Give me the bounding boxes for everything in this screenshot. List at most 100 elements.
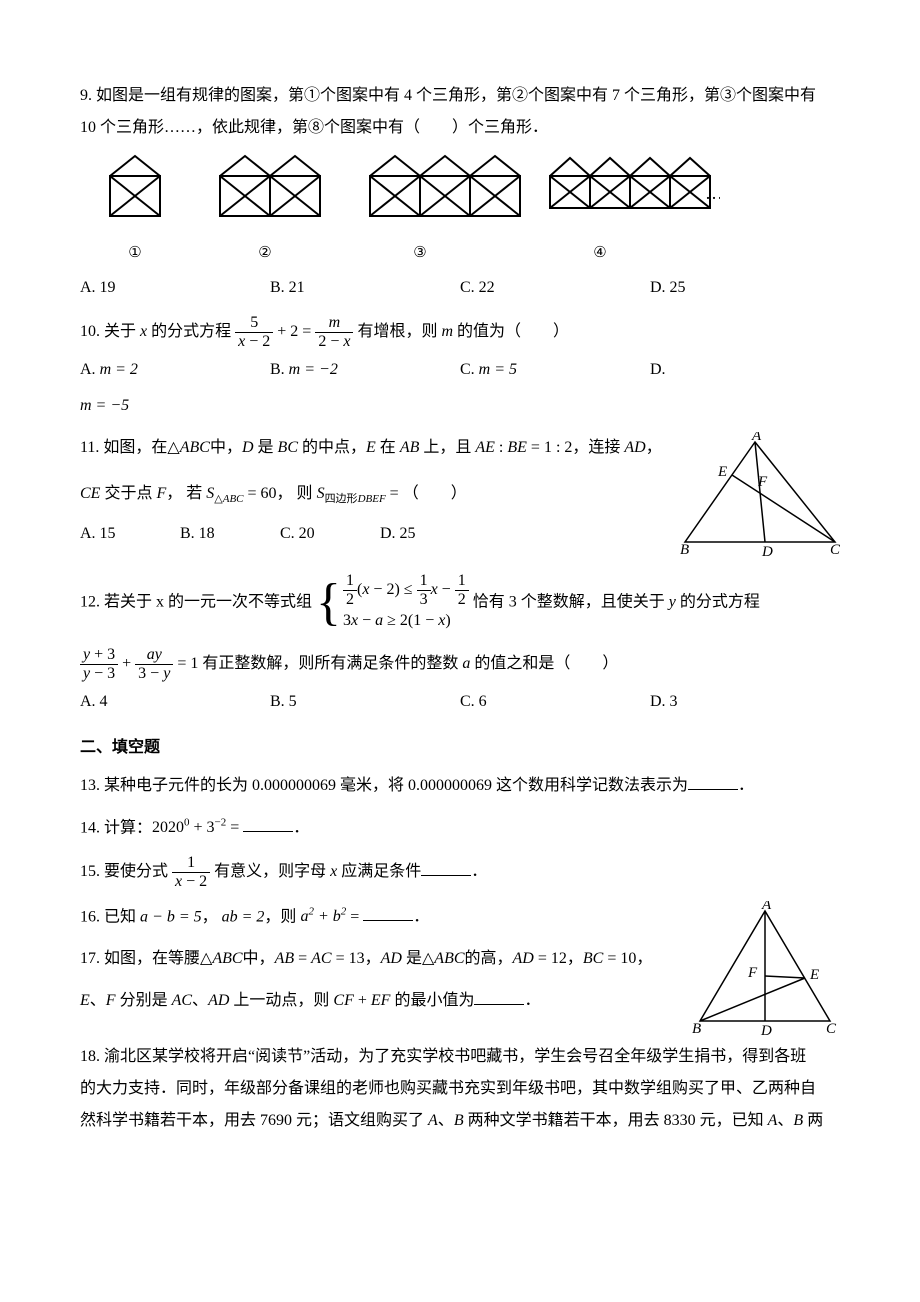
q11-figure: A B C D E F [680,432,840,562]
q11-options: A. 15 B. 18 C. 20 D. 25 [80,518,670,550]
q15-blank [421,859,471,876]
svg-text:C: C [830,542,840,558]
question-16: 16. 已知 a − b = 5， ab = 2，则 a2 + b2 = ． [80,901,680,933]
q10-opt-b: B. m = −2 [270,354,460,386]
q14-v2: + 3 [190,819,215,836]
q12-opt-a: A. 4 [80,686,270,718]
q10-c-lbl: C. [460,361,479,378]
q9-label-3: ③ [340,238,500,268]
q16-v2: ab = 2 [222,908,265,925]
svg-text:F: F [747,965,758,981]
q9-label-1: ① [80,238,190,268]
q11-t4: 的中点， [298,439,366,456]
section-2-heading: 二、填空题 [80,732,840,764]
q14-v3: = [226,819,243,836]
q11-t10: ， 若 [166,485,206,502]
q12-t1: 12. 若关于 x 的一元一次不等式组 [80,594,312,611]
q16-t3: ，则 [264,908,300,925]
q18-t3: 两种文学书籍若干本，用去 8330 元，已知 [464,1112,768,1129]
q12-t4: 的值之和是（ ） [470,655,618,672]
q11-t1: 11. 如图，在 [80,439,167,456]
q11-t2: 中， [210,439,242,456]
q15-t1: 15. 要使分式 [80,863,172,880]
question-18: 18. 渝北区某学校将开启“阅读节”活动，为了充实学校书吧藏书，学生会号召全年级… [80,1041,840,1137]
q14-t1: 14. 计算： [80,819,152,836]
q18-line3: 然科学书籍若干本，用去 7690 元；语文组购买了 A、B 两种文学书籍若干本，… [80,1105,840,1137]
q11-t3: 是 [254,439,278,456]
q17-t9: 分别是 [116,992,172,1009]
q14-v1: 2020 [152,819,184,836]
q16-v1: a − b = 5 [140,908,202,925]
svg-text:B: B [692,1021,701,1037]
svg-text:D: D [761,544,773,560]
q11-t12: （ ） [403,485,467,502]
q9-options: A. 19 B. 21 C. 22 D. 25 [80,272,840,304]
q12-opt-c: C. 6 [460,686,650,718]
q18-line1: 18. 渝北区某学校将开启“阅读节”活动，为了充实学校书吧藏书，学生会号召全年级… [80,1041,840,1073]
q11-t11: ， 则 [277,485,317,502]
q10-b-lbl: B. [270,361,289,378]
q13-text: 13. 某种电子元件的长为 0.000000069 毫米，将 0.0000000… [80,777,688,794]
q17-blank [474,988,524,1005]
q10-t2: 的分式方程 [147,323,235,340]
q9-figure-labels: ① ② ③ ④ [80,238,700,268]
q16-v4: + b [314,908,341,925]
q17-t11: 上一动点，则 [229,992,333,1009]
q15-t2: 有意义，则字母 [214,863,330,880]
q9-opt-a: A. 19 [80,272,270,304]
q11-t8: ， [646,439,662,456]
q10-t3: 有增根，则 [357,323,441,340]
q9-label-4: ④ [500,238,700,268]
q9-pattern-figure: … [80,144,720,234]
svg-text:E: E [809,967,819,983]
q17-line2: E、F 分别是 AC、AD 上一动点，则 CF + EF 的最小值为． [80,985,680,1017]
q16-t1: 16. 已知 [80,908,140,925]
q14-dot: ． [293,819,309,836]
q9-label-2: ② [190,238,340,268]
q17-t12: 的最小值为 [390,992,474,1009]
q9-opt-d: D. 25 [650,272,840,304]
q11-line2: CE 交于点 F， 若 S△ABC = 60， 则 S四边形DBEF = （ ） [80,478,670,510]
q10-a-lbl: A. [80,361,100,378]
q17-t6: ， [567,950,583,967]
q12-t2b: 的分式方程 [676,594,760,611]
q11-opt-a: A. 15 [80,518,180,550]
q9-opt-b: B. 21 [270,272,460,304]
q10-options: A. m = 2 B. m = −2 C. m = 5 D. [80,354,840,386]
q11-line1: 11. 如图，在△ABC中，D 是 BC 的中点，E 在 AB 上，且 AE :… [80,432,670,464]
q11-opt-d: D. 25 [380,518,670,550]
svg-text:D: D [760,1023,772,1039]
q17-t1: 17. 如图，在等腰 [80,950,200,967]
q10-c-val: m = 5 [479,361,517,378]
svg-text:…: … [705,183,720,203]
q10-opt-d: D. [650,354,840,386]
question-13: 13. 某种电子元件的长为 0.000000069 毫米，将 0.0000000… [80,770,840,802]
q17-line1: 17. 如图，在等腰△ABC中，AB = AC = 13，AD 是△ABC的高，… [80,943,680,975]
q18-t2: 、 [438,1112,454,1129]
question-10: 10. 关于 x 的分式方程 5x − 2 + 2 = m2 − x 有增根，则… [80,314,840,422]
q10-t4: 的值为（ ） [453,323,569,340]
q15-dot: ． [471,863,487,880]
svg-text:B: B [680,542,689,558]
question-14: 14. 计算：20200 + 3−2 = ． [80,812,840,844]
question-15: 15. 要使分式 1x − 2 有意义，则字母 x 应满足条件． [80,854,840,890]
q17-t5: 的高， [465,950,513,967]
q16-v5: = [346,908,363,925]
q10-opt-d-val: m = −5 [80,390,840,422]
q12-options: A. 4 B. 5 C. 6 D. 3 [80,686,840,718]
q10-opt-a: A. m = 2 [80,354,270,386]
q17-t7: ， [636,950,652,967]
q11-opt-b: B. 18 [180,518,280,550]
q16-t2: ， [202,908,222,925]
q17-figure: A B C D E F [690,901,840,1041]
q16-17-row: 16. 已知 a − b = 5， ab = 2，则 a2 + b2 = ． 1… [80,901,840,1041]
svg-text:C: C [826,1021,837,1037]
q9-stem-line2: 10 个三角形……，依此规律，第⑧个图案中有（ ）个三角形． [80,112,840,144]
q12-line2: y + 3y − 3 + ay3 − y = 1 有正整数解，则所有满足条件的整… [80,646,840,682]
q10-opt-c: C. m = 5 [460,354,650,386]
q14-blank [243,815,293,832]
q10-a-val: m = 2 [100,361,138,378]
q12-opt-b: B. 5 [270,686,460,718]
svg-text:F: F [757,474,768,490]
q16-dot: ． [413,908,429,925]
